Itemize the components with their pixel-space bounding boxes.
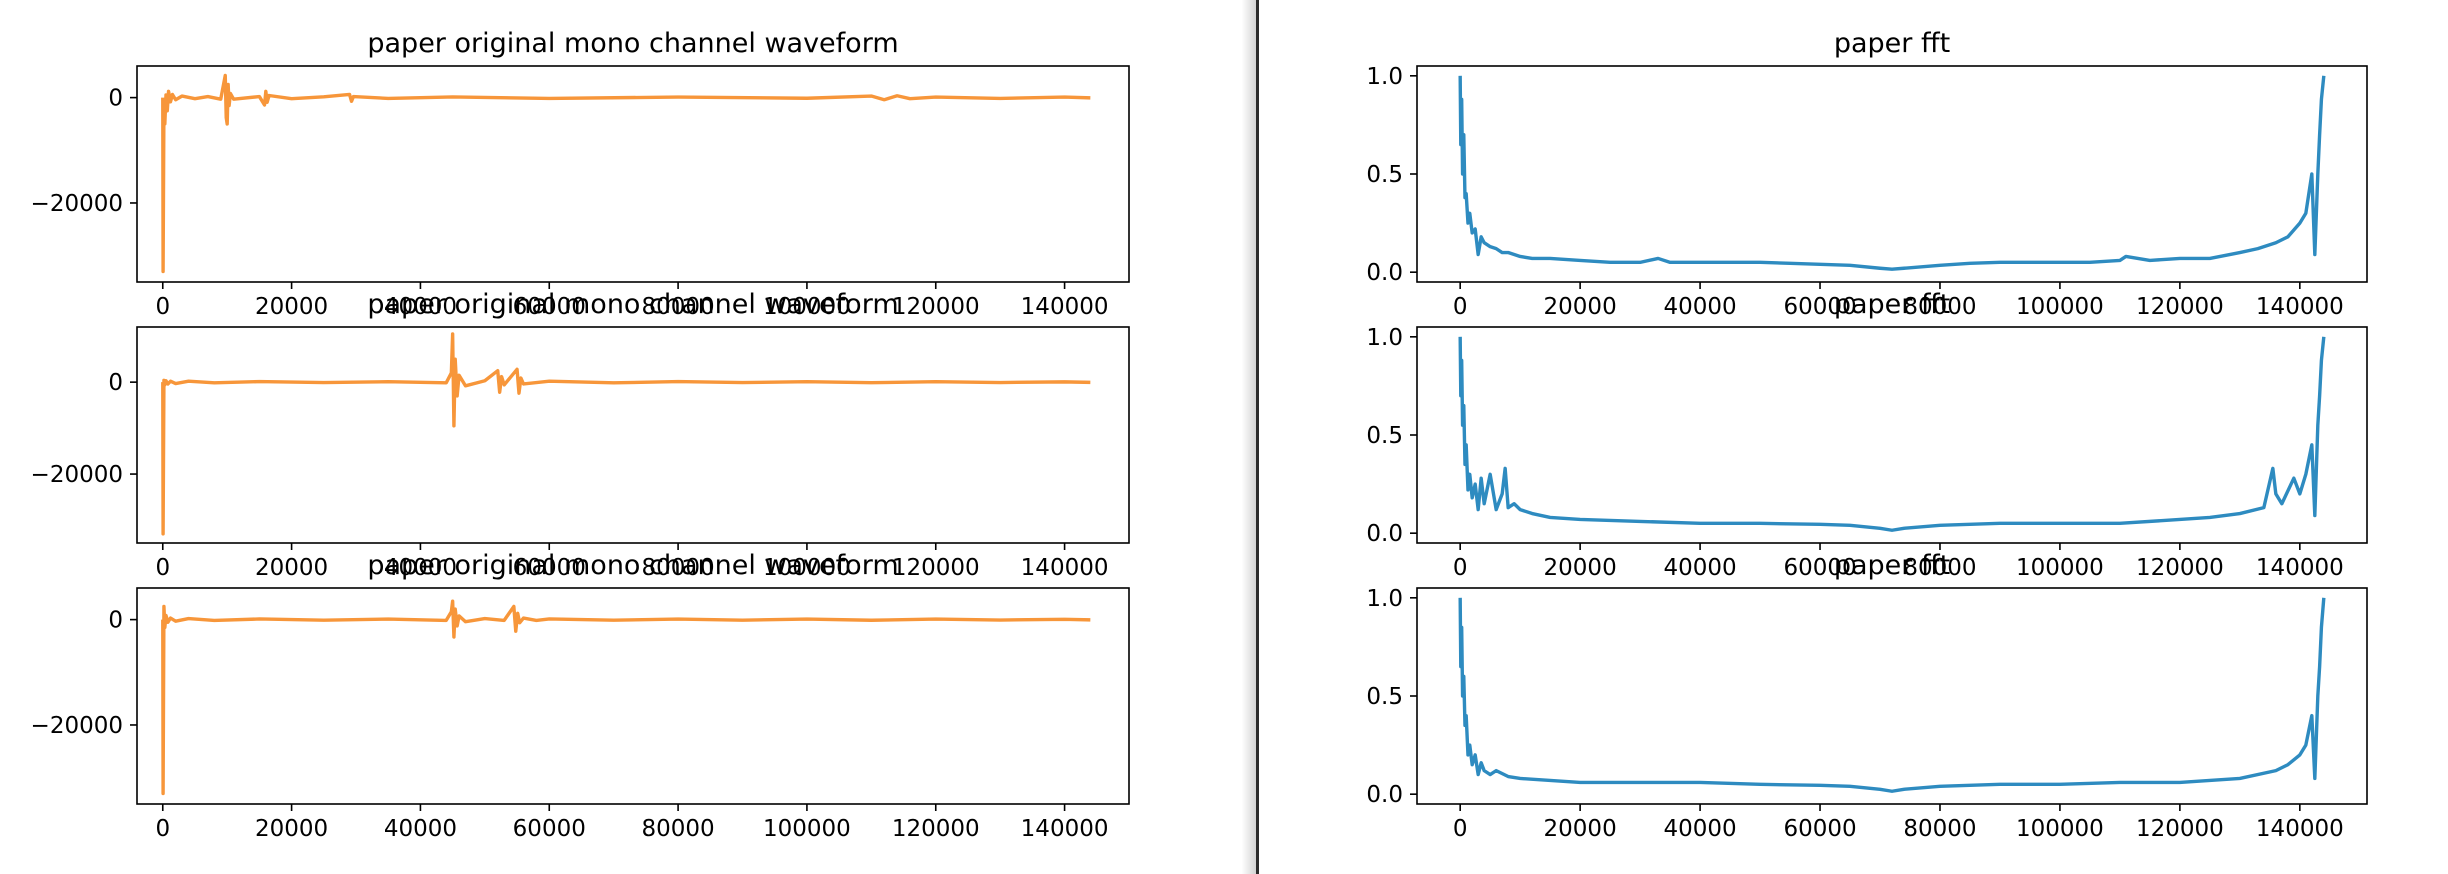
chart-2-xtick-label: 20000 (1544, 294, 1617, 320)
chart-4-xtick-label: 80000 (1903, 555, 1976, 581)
chart-2-xtick-label: 120000 (2136, 294, 2224, 320)
chart-1-axes-frame (136, 65, 1130, 283)
chart-3-xtick-label: 80000 (642, 555, 715, 581)
chart-5-xtick-label: 60000 (513, 816, 586, 842)
chart-6-xtick-label: 100000 (2016, 816, 2104, 842)
chart-5-xtick-label: 20000 (255, 816, 328, 842)
chart-3-xtick-label: 20000 (255, 555, 328, 581)
chart-4-xtick-label: 120000 (2136, 555, 2224, 581)
chart-6-xtick-label: 140000 (2256, 816, 2344, 842)
chart-6-xtick-label: 120000 (2136, 816, 2224, 842)
chart-4-xtick-label: 100000 (2016, 555, 2104, 581)
chart-5-axes-frame (136, 587, 1130, 805)
chart-2-xtick-label: 60000 (1783, 294, 1856, 320)
chart-5-xtick-label: 140000 (1021, 816, 1109, 842)
chart-3-ytick-label: −20000 (31, 462, 123, 488)
chart-3-xtick-label: 60000 (513, 555, 586, 581)
chart-1-ytick-label: 0 (108, 86, 123, 112)
chart-2-title: paper fft (1834, 28, 1950, 59)
chart-4: paper fft 0 20000 40000 60000 80000 100000 1200… (1366, 289, 2368, 581)
chart-1-xtick-label: 60000 (513, 294, 586, 320)
chart-2-xtick-label: 0 (1453, 294, 1468, 320)
chart-4-xtick-label: 60000 (1783, 555, 1856, 581)
chart-2: paper fft 0 20000 40000 60000 80000 100000 1200… (1366, 28, 2368, 320)
chart-3-xtick-label: 40000 (384, 555, 457, 581)
chart-6-ytick-label: 1.0 (1366, 586, 1403, 612)
chart-3-xtick-label: 140000 (1021, 555, 1109, 581)
chart-6-xtick-label: 60000 (1783, 816, 1856, 842)
chart-2-xtick-label: 140000 (2256, 294, 2344, 320)
panel-divider (1256, 0, 1259, 874)
chart-2-ytick-label: 0.5 (1366, 162, 1403, 188)
chart-3-ytick-label: 0 (108, 370, 123, 396)
chart-1: paper original mono channel waveform 0 200… (31, 28, 1130, 320)
chart-5-xtick-label: 40000 (384, 816, 457, 842)
chart-5-xtick-label: 100000 (763, 816, 851, 842)
chart-1-xtick-label: 80000 (642, 294, 715, 320)
chart-3-xtick-label: 100000 (763, 555, 851, 581)
chart-1-xtick-label: 120000 (892, 294, 980, 320)
chart-1-xtick-label: 100000 (763, 294, 851, 320)
chart-3-xtick-label: 0 (155, 555, 170, 581)
chart-6-ytick-label: 0.5 (1366, 684, 1403, 710)
chart-6-xtick-label: 80000 (1903, 816, 1976, 842)
chart-1-xtick-label: 20000 (255, 294, 328, 320)
chart-5-xtick-label: 120000 (892, 816, 980, 842)
chart-5-series-line (161, 599, 1091, 796)
chart-6-title: paper fft (1834, 550, 1950, 581)
chart-6: paper fft 0 20000 40000 60000 80000 100000 1200… (1366, 550, 2368, 842)
chart-4-ytick-label: 0.5 (1366, 423, 1403, 449)
chart-4-xtick-label: 20000 (1544, 555, 1617, 581)
chart-5-title: paper original mono channel waveform (367, 550, 898, 581)
chart-3-xtick-label: 120000 (892, 555, 980, 581)
chart-4-xtick-label: 0 (1453, 555, 1468, 581)
chart-6-series-line (1458, 597, 2326, 793)
chart-3: paper original mono channel waveform 0 200… (31, 289, 1130, 581)
chart-1-xtick-label: 0 (155, 294, 170, 320)
chart-6-ytick-label: 0.0 (1366, 782, 1403, 808)
chart-4-ytick-label: 0.0 (1366, 521, 1403, 547)
chart-2-ytick-label: 0.0 (1366, 260, 1403, 286)
panel-divider-shadow (1245, 0, 1256, 874)
chart-4-xtick-label: 140000 (2256, 555, 2344, 581)
chart-1-title: paper original mono channel waveform (367, 28, 898, 59)
chart-2-series-line (1458, 75, 2326, 271)
chart-1-xtick-label: 140000 (1021, 294, 1109, 320)
chart-2-ytick-label: 1.0 (1366, 64, 1403, 90)
chart-2-xtick-label: 40000 (1663, 294, 1736, 320)
chart-1-xtick-label: 40000 (384, 294, 457, 320)
chart-5-xtick-label: 80000 (642, 816, 715, 842)
chart-3-series-line (161, 332, 1091, 536)
chart-4-title: paper fft (1834, 289, 1950, 320)
chart-2-xtick-label: 100000 (2016, 294, 2104, 320)
chart-6-xtick-label: 0 (1453, 816, 1468, 842)
chart-3-axes-frame (136, 326, 1130, 544)
chart-5-ytick-label: −20000 (31, 713, 123, 739)
chart-5: paper original mono channel waveform 0 200… (31, 550, 1130, 842)
chart-6-xtick-label: 20000 (1544, 816, 1617, 842)
chart-1-ytick-label: −20000 (31, 191, 123, 217)
chart-3-title: paper original mono channel waveform (367, 289, 898, 320)
chart-5-ytick-label: 0 (108, 608, 123, 634)
chart-5-xtick-label: 0 (155, 816, 170, 842)
chart-4-xtick-label: 40000 (1663, 555, 1736, 581)
chart-4-series-line (1458, 336, 2326, 532)
chart-2-xtick-label: 80000 (1903, 294, 1976, 320)
chart-1-series-line (161, 73, 1091, 274)
chart-6-xtick-label: 40000 (1663, 816, 1736, 842)
chart-4-ytick-label: 1.0 (1366, 325, 1403, 351)
